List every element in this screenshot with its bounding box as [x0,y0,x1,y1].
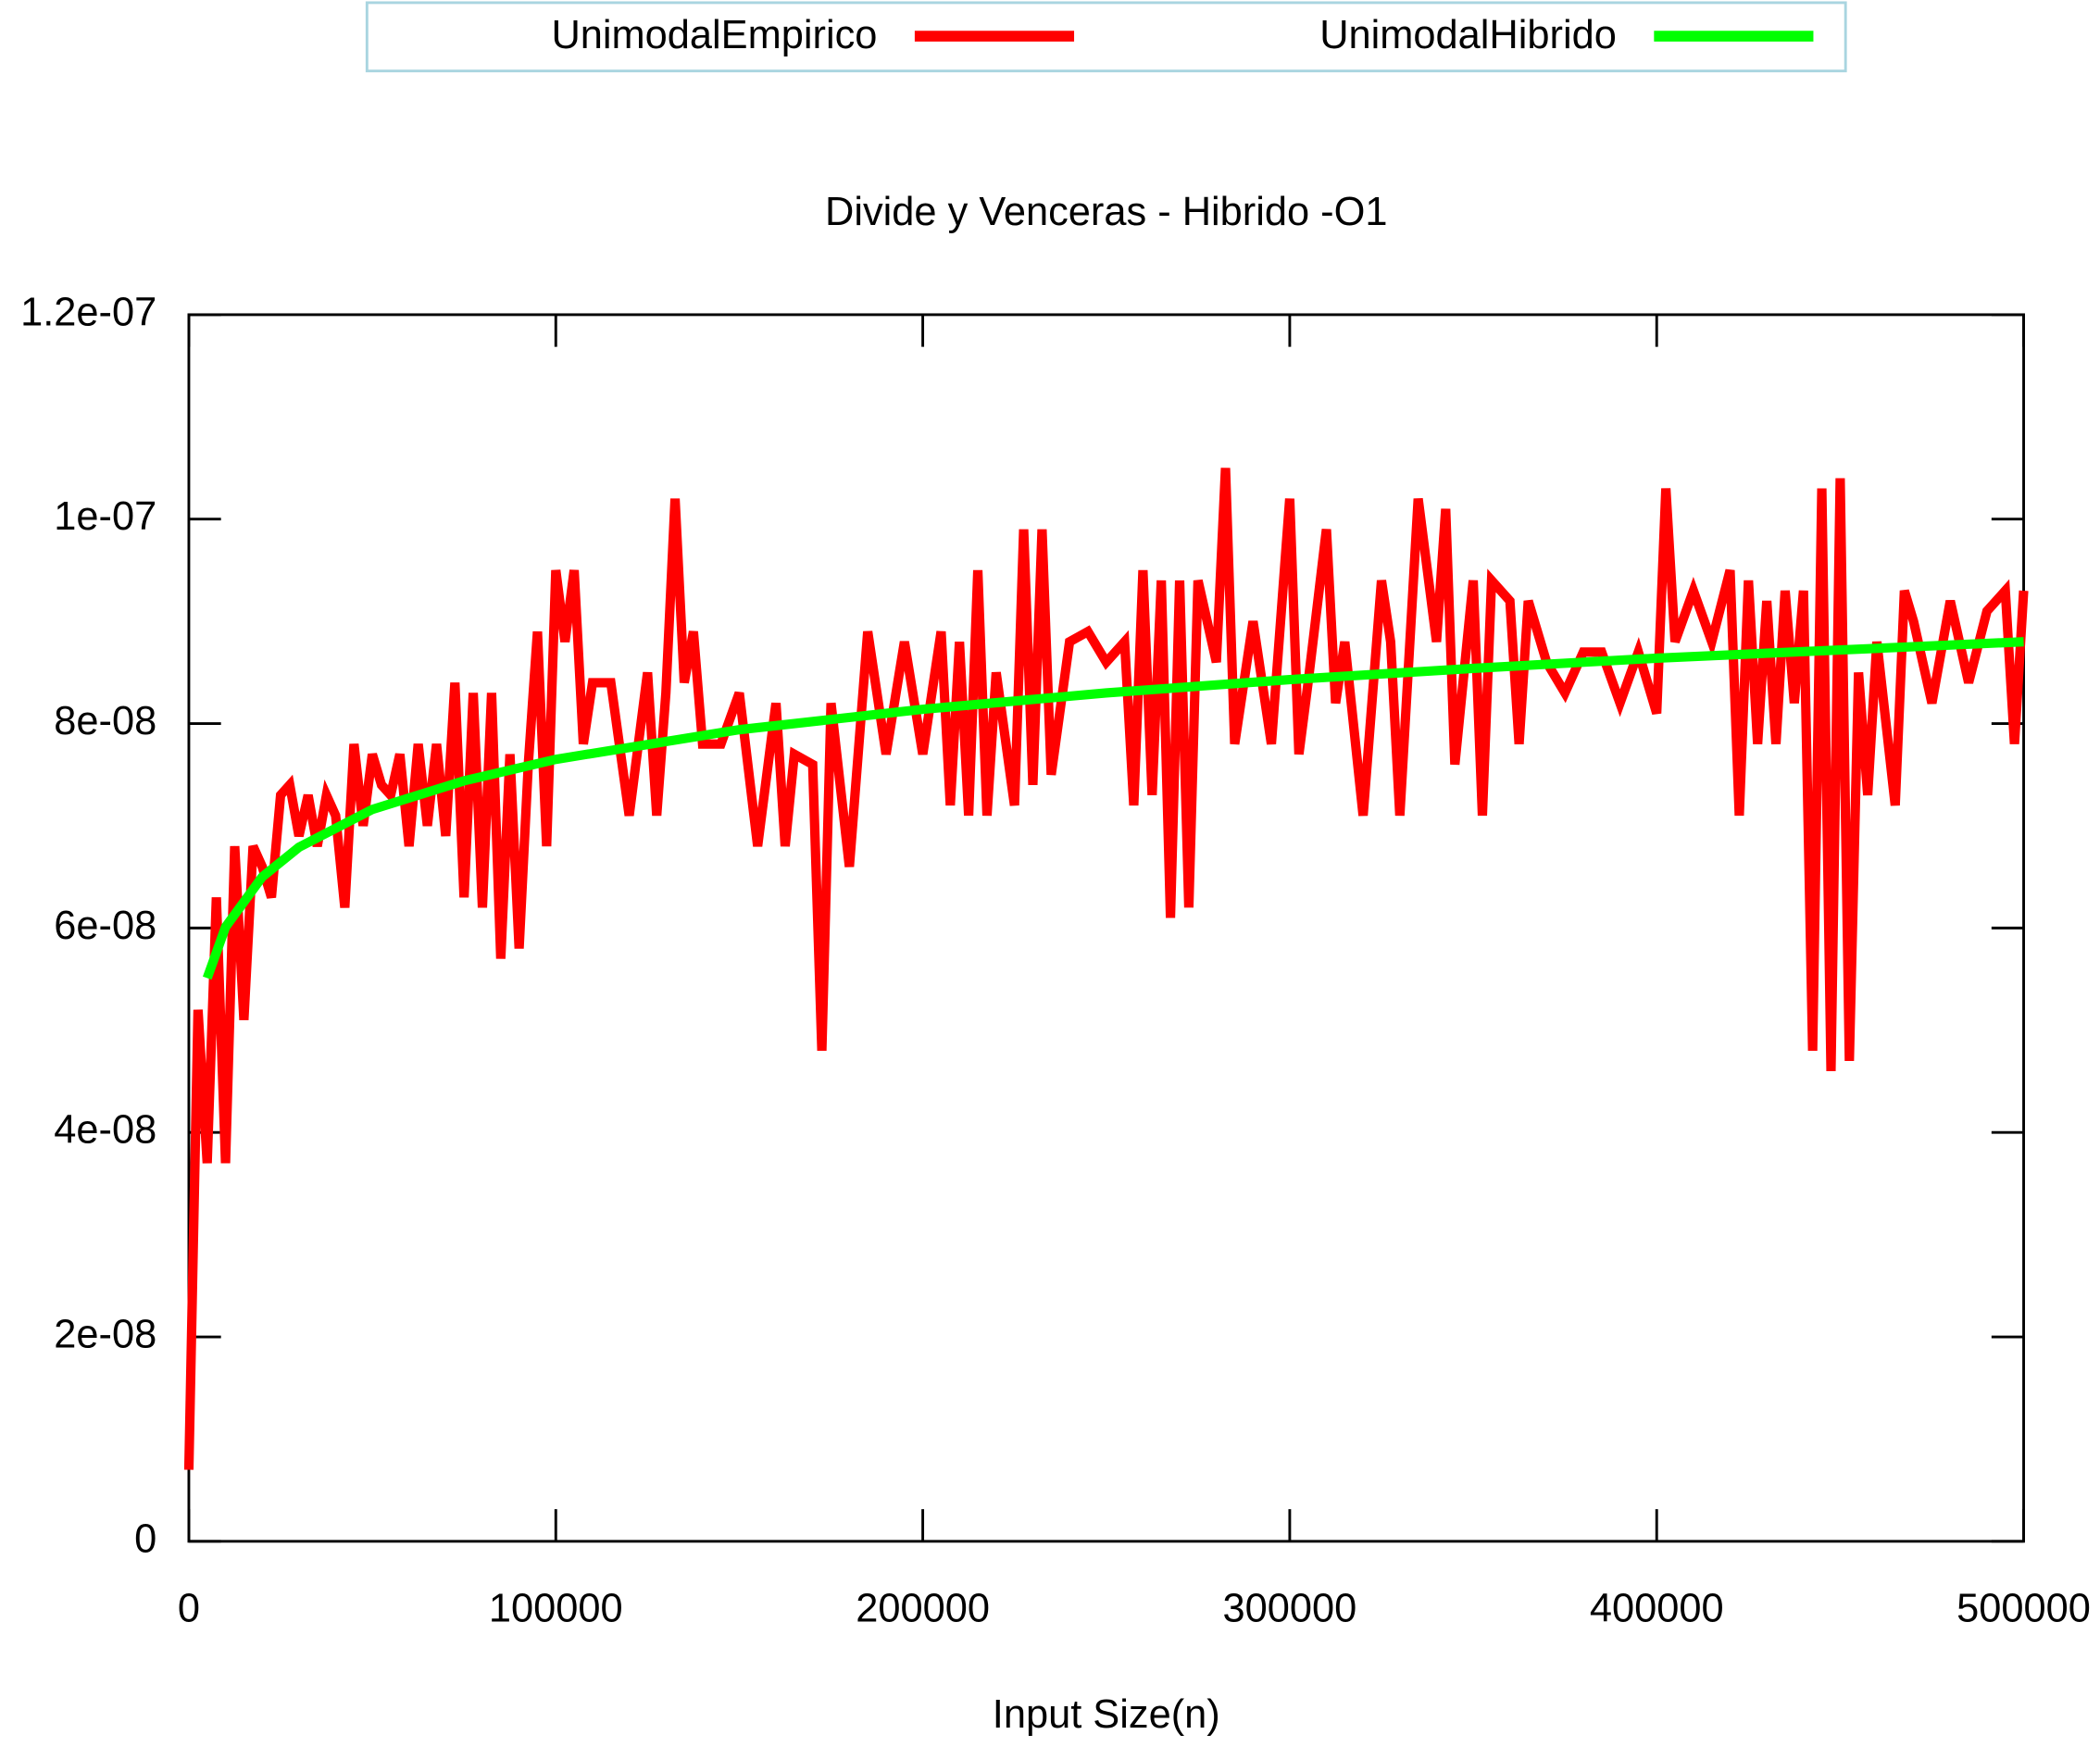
data-line [203,637,2024,980]
data-line [183,468,2029,1470]
x-tick-label: 400000 [1590,1587,1724,1631]
y-tick-label: 6e-08 [54,904,156,948]
y-tick-label: 0 [134,1516,156,1561]
y-tick-label: 1.2e-07 [20,290,156,334]
y-tick-label: 1e-07 [54,494,156,539]
plot-frame [187,313,2025,1543]
x-axis-label: Input Size(n) [993,1692,1220,1737]
legend-box [365,1,1847,73]
x-tick-label: 0 [178,1587,200,1631]
x-tick-label: 100000 [489,1587,623,1631]
x-tick-label: 300000 [1223,1587,1357,1631]
x-tick-label: 500000 [1956,1587,2091,1631]
x-tick-label: 200000 [856,1587,990,1631]
y-tick-label: 8e-08 [54,699,156,743]
chart-title: Divide y Venceras - Hibrido -O1 [825,190,1387,234]
y-tick-label: 2e-08 [54,1312,156,1356]
y-tick-label: 4e-08 [54,1108,156,1153]
legend-label: UnimodalEmpirico [551,13,877,57]
legend-label: UnimodalHibrido [1319,13,1617,57]
